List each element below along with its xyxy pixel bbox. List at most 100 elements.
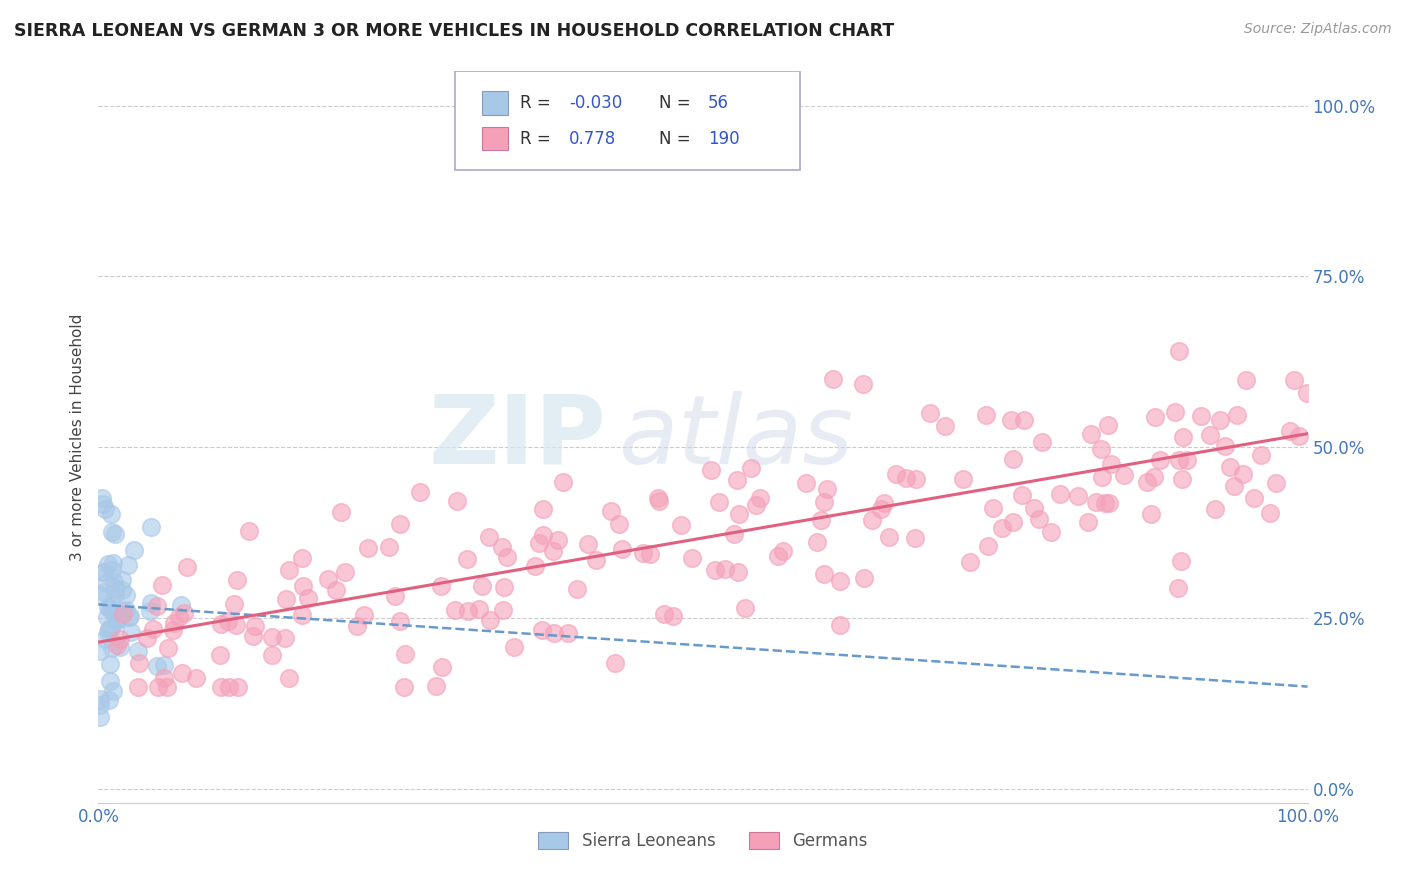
Point	[723, 527, 745, 541]
Point	[494, 580, 516, 594]
Point	[98, 602, 121, 616]
Point	[565, 582, 588, 596]
Point	[128, 657, 150, 671]
Point	[870, 502, 893, 516]
Point	[704, 563, 727, 577]
Point	[647, 491, 669, 505]
Point	[139, 604, 162, 618]
Point	[446, 494, 468, 508]
FancyBboxPatch shape	[482, 127, 509, 151]
Point	[111, 583, 134, 598]
Point	[136, 631, 159, 645]
Point	[89, 692, 111, 706]
Point	[1001, 452, 1024, 467]
Point	[707, 495, 730, 509]
Point	[1209, 413, 1232, 427]
Point	[920, 406, 942, 420]
Point	[1031, 434, 1053, 449]
Point	[100, 640, 122, 655]
Point	[111, 573, 134, 587]
Text: atlas: atlas	[619, 391, 853, 483]
Point	[810, 513, 832, 527]
Point	[1175, 453, 1198, 467]
Point	[669, 518, 692, 533]
Text: R =: R =	[520, 94, 551, 112]
Point	[98, 657, 121, 671]
Point	[934, 419, 956, 434]
Point	[107, 613, 129, 627]
Point	[648, 493, 671, 508]
Point	[139, 596, 162, 610]
Point	[531, 623, 554, 637]
Point	[278, 563, 301, 577]
Point	[242, 629, 264, 643]
Point	[146, 680, 169, 694]
Point	[224, 597, 246, 611]
Point	[103, 605, 125, 619]
Point	[356, 541, 378, 556]
Point	[496, 549, 519, 564]
Point	[529, 535, 551, 549]
Point	[1282, 373, 1305, 387]
Point	[139, 520, 162, 534]
Point	[425, 679, 447, 693]
Point	[1167, 581, 1189, 595]
Point	[146, 599, 169, 614]
Point	[145, 658, 167, 673]
Point	[392, 680, 415, 694]
Point	[260, 630, 283, 644]
Point	[1170, 554, 1192, 568]
Point	[1171, 429, 1194, 443]
Point	[491, 540, 513, 554]
Point	[156, 680, 179, 694]
Point	[316, 572, 339, 586]
Point	[547, 533, 569, 547]
Point	[1000, 413, 1022, 427]
Point	[184, 671, 207, 685]
Point	[97, 600, 120, 615]
Point	[478, 530, 501, 544]
Point	[492, 603, 515, 617]
Point	[101, 556, 124, 570]
Point	[1234, 373, 1257, 387]
Point	[806, 535, 828, 549]
Point	[991, 521, 1014, 535]
Point	[388, 516, 411, 531]
Point	[110, 640, 132, 655]
Point	[1250, 449, 1272, 463]
Point	[1213, 439, 1236, 453]
Point	[432, 660, 454, 674]
Legend: Sierra Leoneans, Germans: Sierra Leoneans, Germans	[531, 825, 875, 856]
Text: 190: 190	[707, 129, 740, 148]
Point	[170, 599, 193, 613]
Point	[1099, 457, 1122, 471]
Point	[1219, 460, 1241, 475]
Point	[1077, 516, 1099, 530]
Point	[1084, 495, 1107, 509]
Point	[103, 526, 125, 541]
Point	[1140, 507, 1163, 521]
Point	[1022, 501, 1045, 516]
Point	[631, 546, 654, 560]
Point	[115, 603, 138, 617]
Text: N =: N =	[659, 94, 692, 112]
Point	[384, 589, 406, 603]
Text: SIERRA LEONEAN VS GERMAN 3 OR MORE VEHICLES IN HOUSEHOLD CORRELATION CHART: SIERRA LEONEAN VS GERMAN 3 OR MORE VEHIC…	[14, 22, 894, 40]
Text: -0.030: -0.030	[569, 94, 621, 112]
Point	[1225, 409, 1247, 423]
Point	[904, 472, 927, 486]
Point	[409, 484, 432, 499]
Point	[1114, 468, 1136, 483]
Point	[1295, 386, 1317, 401]
Point	[94, 575, 117, 590]
Point	[117, 558, 139, 572]
Point	[852, 377, 875, 392]
Point	[468, 602, 491, 616]
Point	[1144, 409, 1167, 424]
Point	[1136, 475, 1159, 489]
Text: Source: ZipAtlas.com: Source: ZipAtlas.com	[1244, 22, 1392, 37]
Point	[1288, 429, 1310, 443]
Point	[226, 574, 249, 588]
Point	[727, 565, 749, 579]
Point	[167, 610, 190, 624]
